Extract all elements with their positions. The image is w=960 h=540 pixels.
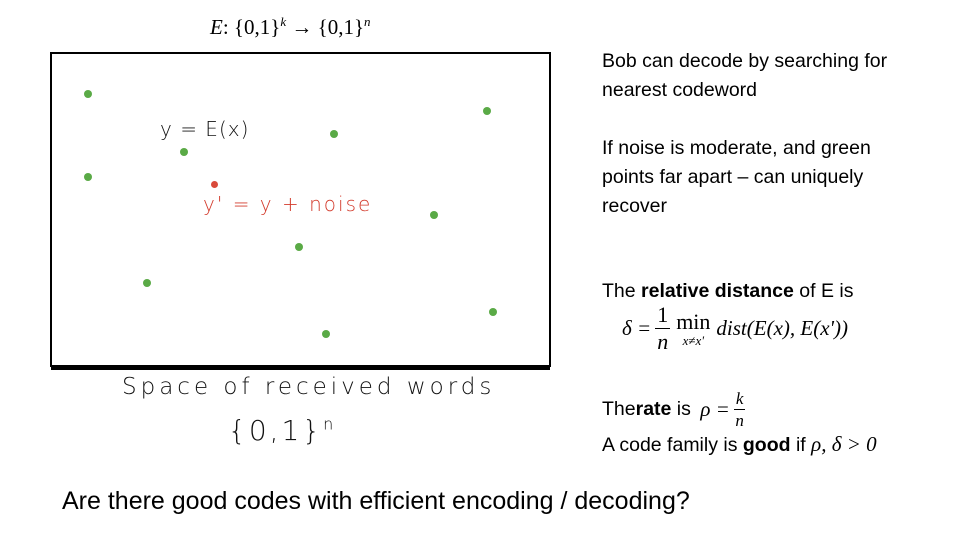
good-mid: if	[790, 434, 812, 456]
codeword-point	[322, 330, 330, 338]
rate-prefix: The	[602, 398, 636, 420]
main-question: Are there good codes with efficient enco…	[62, 487, 690, 515]
space-set-exponent: n	[323, 414, 337, 434]
reldist-term: relative distance	[641, 280, 794, 302]
encoder-symbol: E	[210, 15, 223, 39]
noisy-word-label: y' = y + noise	[203, 192, 373, 216]
space-set: {0,1}	[228, 414, 324, 447]
noise-note-line: points far apart – can uniquely	[602, 166, 864, 188]
relative-distance-formula: δ = 1 n min x≠x' dist(E(x), E(x'))	[622, 304, 848, 353]
received-words-space	[50, 52, 551, 367]
domain-set: : {0,1}	[222, 15, 281, 39]
good-prefix: A code family is	[602, 434, 743, 456]
codeword-point	[143, 279, 151, 287]
rate-note: The rate is ρ = k n	[602, 390, 749, 429]
exponent-k: k	[280, 14, 287, 29]
formula-min-subscript: x≠x'	[682, 332, 705, 348]
decode-note-line: nearest codeword	[602, 79, 758, 101]
formula-fraction: 1 n	[655, 302, 671, 354]
codeword-point	[295, 243, 303, 251]
rate-mid: is	[671, 398, 697, 420]
rate-denominator: n	[735, 411, 744, 430]
codeword-point	[180, 148, 188, 156]
formula-numerator: 1	[655, 302, 671, 329]
codeword-point	[330, 130, 338, 138]
codomain-set: → {0,1}	[286, 15, 365, 39]
noise-note: If noise is moderate, and green points f…	[602, 134, 871, 221]
formula-min: min x≠x'	[676, 308, 711, 348]
codeword-point	[489, 308, 497, 316]
formula-denominator: n	[657, 329, 669, 354]
good-term: good	[742, 434, 791, 456]
codeword-point	[483, 107, 491, 115]
reldist-prefix: The	[602, 280, 642, 302]
encoding-map-equation: E: {0,1}k → {0,1}n	[210, 14, 371, 40]
space-set-label: {0,1}n	[228, 414, 336, 447]
formula-min-op: min	[676, 308, 711, 334]
decode-note: Bob can decode by searching for nearest …	[602, 47, 887, 105]
noise-note-line: recover	[602, 195, 668, 217]
noise-note-line: If noise is moderate, and green	[602, 137, 871, 159]
exponent-n: n	[364, 14, 371, 29]
codeword-point	[84, 90, 92, 98]
decode-note-line: Bob can decode by searching for	[602, 50, 888, 72]
rate-term: rate	[635, 398, 672, 420]
good-condition: ρ, δ > 0	[811, 432, 877, 456]
codeword-point	[430, 211, 438, 219]
rate-numerator: k	[733, 389, 746, 410]
reldist-suffix: of E is	[793, 280, 854, 302]
space-caption: Space of received words	[122, 374, 496, 400]
rate-symbol: ρ =	[700, 397, 730, 421]
rate-fraction: k n	[733, 389, 746, 430]
codeword-point	[84, 173, 92, 181]
formula-lhs: δ =	[622, 316, 652, 340]
received-word-point	[211, 181, 218, 188]
good-code-note: A code family is good if ρ, δ > 0	[602, 430, 877, 460]
codeword-label: y = E(x)	[160, 117, 250, 141]
relative-distance-note: The relative distance of E is	[602, 277, 853, 306]
formula-rhs: dist(E(x), E(x'))	[716, 316, 849, 340]
